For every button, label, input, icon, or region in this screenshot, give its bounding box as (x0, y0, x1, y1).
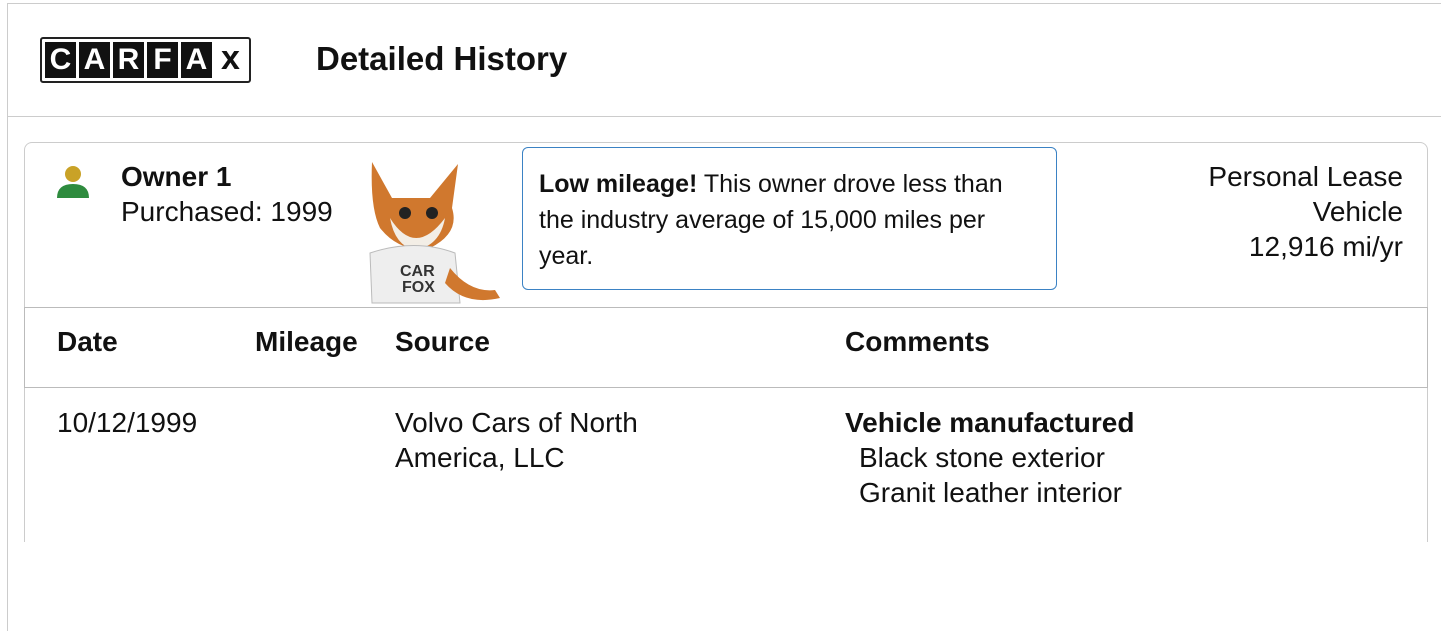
col-header: Date (57, 326, 118, 358)
svg-text:FOX: FOX (402, 279, 435, 296)
owner-name: Owner 1 (121, 159, 231, 194)
mascot: CAR FOX (360, 158, 505, 308)
purchased: Purchased: 1999 (121, 194, 333, 229)
table-header (24, 307, 1428, 388)
comment-detail: Granit leather interior (859, 475, 1122, 510)
row-source: Volvo Cars of North America, LLC (395, 405, 705, 475)
owner-type: Personal Lease Vehicle (1173, 159, 1403, 229)
col-header: Comments (845, 326, 990, 358)
callout: Low mileage! This owner drove less than … (522, 147, 1057, 290)
comment-title: Vehicle manufactured (845, 405, 1134, 440)
row-date: 10/12/1999 (57, 405, 197, 440)
mileage-rate: 12,916 mi/yr (1249, 229, 1403, 264)
logo-letter: x (215, 42, 246, 78)
logo-letter: R (113, 42, 144, 78)
svg-text:CAR: CAR (400, 263, 435, 280)
logo-letter: C (45, 42, 76, 78)
col-header: Source (395, 326, 490, 358)
owner-icon (55, 165, 91, 199)
divider (7, 116, 1441, 117)
page: CARFAx Detailed History Owner 1 Purchase… (0, 0, 1441, 631)
logo-letter: A (181, 42, 212, 78)
logo-letter: A (79, 42, 110, 78)
col-header: Mileage (255, 326, 358, 358)
callout-highlight: Low mileage! (539, 170, 697, 198)
comment-detail: Black stone exterior (859, 440, 1105, 475)
page-title: Detailed History (316, 40, 567, 78)
logo-letter: F (147, 42, 178, 78)
table-row (24, 388, 1428, 526)
